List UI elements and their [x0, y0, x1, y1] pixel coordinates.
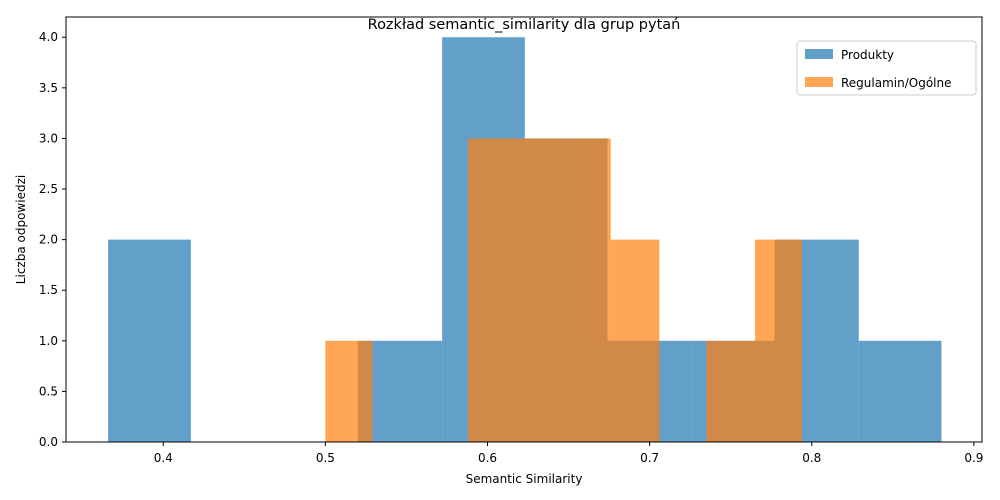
x-axis: 0.4 0.5 0.6 0.7 0.8 0.9: [154, 442, 983, 465]
x-axis-label: Semantic Similarity: [466, 472, 583, 486]
bar-series-1-bin-8: [706, 340, 756, 442]
bar-series-1-bin-0: [325, 340, 373, 442]
bar-series-1-bin-9: [755, 239, 803, 442]
x-tick-label-5: 0.9: [964, 451, 983, 465]
y-tick-label-8: 4.0: [39, 30, 58, 44]
bar-series-0-bin-9: [858, 340, 942, 442]
y-tick-label-2: 1.0: [39, 334, 58, 348]
bar-series-1-bin-4: [516, 138, 564, 442]
legend-swatch-regulamin: [805, 77, 833, 87]
y-tick-label-4: 2.0: [39, 233, 58, 247]
x-tick-label-3: 0.7: [640, 451, 659, 465]
y-tick-label-7: 3.5: [39, 81, 58, 95]
y-axis: 0.0 0.5 1.0 1.5 2.0 2.5 3.0 3.5 4.0: [39, 30, 66, 449]
bar-series-1-bin-6: [610, 239, 660, 442]
bar-series-1-bin-3: [468, 138, 517, 442]
legend-label-regulamin: Regulamin/Ogólne: [841, 76, 952, 90]
bar-series-1-bin-5: [563, 138, 611, 442]
legend: Produkty Regulamin/Ogólne: [796, 40, 977, 96]
y-tick-label-5: 2.5: [39, 182, 58, 196]
bars-layer: [108, 37, 942, 442]
x-tick-label-1: 0.5: [316, 451, 335, 465]
y-tick-label-0: 0.0: [39, 435, 58, 449]
bar-series-0-bin-0: [108, 239, 191, 442]
plot-frame: [65, 16, 983, 443]
legend-frame: [796, 40, 977, 96]
y-axis-label: Liczba odpowiedzi: [14, 175, 28, 284]
y-tick-label-6: 3.0: [39, 131, 58, 145]
x-tick-label-4: 0.8: [802, 451, 821, 465]
x-tick-label-0: 0.4: [154, 451, 173, 465]
legend-swatch-produkty: [805, 49, 833, 59]
x-tick-label-2: 0.6: [478, 451, 497, 465]
y-tick-label-3: 1.5: [39, 283, 58, 297]
chart-title: Rozkład semantic_similarity dla grup pyt…: [368, 17, 681, 33]
y-tick-label-1: 0.5: [39, 384, 58, 398]
legend-label-produkty: Produkty: [841, 48, 894, 62]
